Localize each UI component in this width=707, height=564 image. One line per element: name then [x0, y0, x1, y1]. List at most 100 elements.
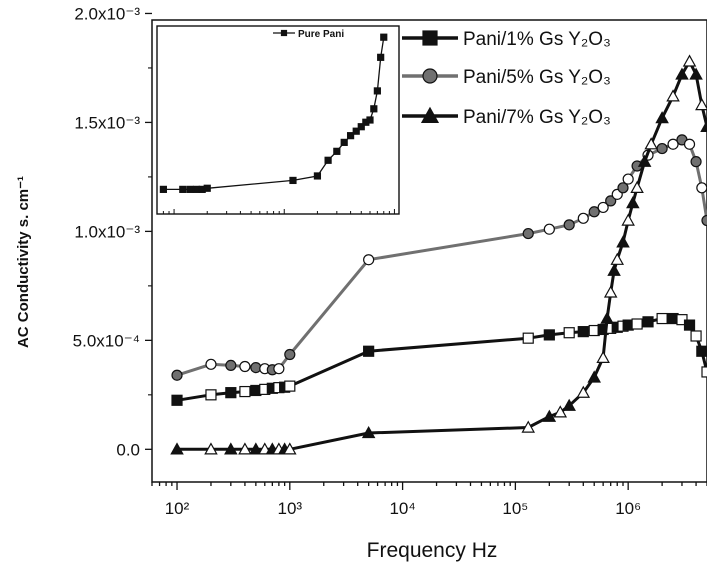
data-point	[361, 425, 376, 439]
data-point	[587, 370, 601, 383]
legend-marker-square	[422, 30, 438, 46]
series-1	[171, 312, 707, 406]
data-point	[205, 358, 217, 370]
data-point	[225, 387, 237, 399]
data-point	[600, 311, 614, 324]
inset-data-point	[159, 185, 167, 193]
data-point	[171, 369, 183, 381]
data-point	[238, 442, 252, 455]
data-point	[621, 213, 635, 226]
data-point	[683, 319, 696, 331]
y-axis-label: AC Conductivity s. cm⁻¹	[15, 176, 32, 348]
data-point	[204, 442, 218, 455]
data-point	[563, 219, 575, 231]
data-point	[642, 316, 654, 328]
data-point	[284, 380, 296, 392]
inset-data-point	[352, 127, 360, 135]
data-point	[603, 285, 618, 298]
data-point	[596, 350, 610, 363]
data-point	[610, 252, 625, 265]
series-2	[171, 134, 707, 381]
data-point	[542, 409, 557, 422]
data-point	[563, 327, 575, 339]
data-point	[363, 345, 375, 357]
data-point	[696, 345, 707, 357]
data-point	[239, 385, 251, 398]
data-point	[666, 89, 680, 102]
data-point	[224, 442, 238, 455]
data-point	[562, 398, 576, 411]
x-tick-label: 10³	[278, 499, 303, 518]
x-axis-label: Frequency Hz	[367, 539, 498, 562]
data-point	[644, 137, 658, 150]
data-point	[675, 67, 689, 80]
y-tick-label: 5.0x10⁻⁴	[73, 331, 140, 350]
legend: Pani/1% Gs Y₂O₃ Pani/5% Gs Y₂O₃ Pani/7% Gs…	[402, 29, 611, 128]
inset-plot-area: Pure Pani	[156, 25, 400, 215]
x-tick-label: 10²	[165, 499, 190, 518]
inset-data-point	[346, 132, 355, 140]
inset-legend-marker	[280, 29, 288, 37]
data-point	[637, 154, 652, 167]
data-point	[617, 182, 629, 194]
data-point	[576, 385, 591, 398]
data-point	[695, 98, 707, 111]
data-point	[553, 405, 568, 418]
data-point	[521, 420, 536, 433]
inset-data-point	[186, 185, 194, 193]
data-point	[273, 363, 285, 375]
data-point	[607, 263, 621, 276]
data-point	[577, 212, 589, 224]
data-point	[696, 182, 707, 194]
data-point	[543, 329, 555, 341]
plot-frame	[151, 19, 707, 483]
data-point	[616, 235, 630, 248]
inset-data-point	[370, 105, 378, 113]
data-point	[630, 180, 644, 194]
data-point	[283, 442, 297, 455]
inset-legend-label: Pure Pani	[298, 29, 344, 40]
data-point	[656, 312, 668, 325]
y-tick-label: 2.0x10⁻³	[74, 4, 140, 23]
inset-data-point	[377, 53, 385, 61]
y-tick-label: 1.0x10⁻³	[74, 222, 140, 241]
data-point	[682, 54, 697, 67]
data-point	[363, 254, 375, 266]
data-point	[701, 366, 707, 378]
inset-data-point	[313, 172, 322, 180]
data-point	[700, 119, 707, 132]
data-point	[683, 138, 696, 150]
inset-data-point	[380, 33, 388, 41]
data-point	[655, 111, 669, 124]
legend-marker-triangle	[420, 106, 440, 124]
inset-data-point	[357, 123, 365, 131]
data-point	[588, 206, 600, 218]
inset-data-point	[179, 185, 187, 193]
x-tick-label: 10⁴	[389, 499, 415, 518]
inset-data-point	[289, 176, 297, 185]
data-point	[690, 330, 702, 342]
x-tick-label: 10⁵	[502, 499, 528, 518]
series-3	[170, 54, 707, 455]
data-point	[171, 394, 183, 406]
data-point	[522, 227, 534, 240]
data-point	[249, 442, 263, 455]
data-point	[543, 223, 555, 235]
inset-frame	[156, 25, 400, 215]
y-tick-label: 0.0	[116, 440, 140, 459]
data-point	[225, 359, 237, 372]
inset-data-point	[324, 156, 332, 164]
legend-marker-circle	[422, 68, 438, 84]
x-tick-label: 10⁶	[615, 499, 641, 518]
data-point	[667, 138, 679, 150]
legend-label: Pani/7% Gs Y₂O₃	[463, 107, 611, 128]
main-plot-area: 10² 10³ 10⁴ 10⁵ 10⁶ 0.0 5.0x10⁻⁴ 1.0x10⁻³ 1.5x10…	[73, 4, 707, 518]
data-point	[239, 360, 251, 373]
data-point	[577, 326, 589, 338]
data-point	[690, 156, 702, 168]
data-point	[631, 318, 643, 330]
data-point	[605, 195, 617, 207]
data-point	[689, 67, 703, 80]
inset-data-point	[203, 184, 211, 192]
inset-data-point	[366, 116, 374, 124]
